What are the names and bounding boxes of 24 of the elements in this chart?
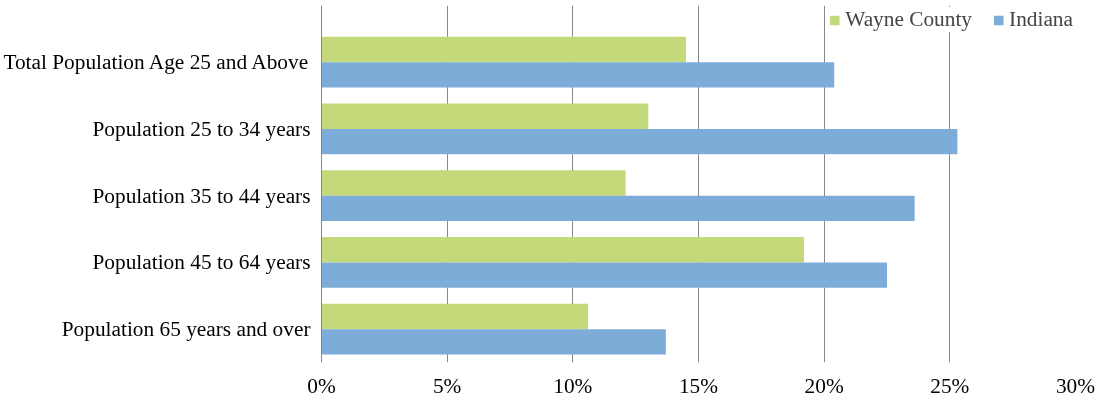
bar [321, 128, 958, 155]
bar [321, 62, 835, 88]
y-tick-label: Population 25 to 34 years [92, 116, 311, 141]
bar [321, 237, 805, 263]
x-tick-label: 10% [553, 373, 593, 398]
x-tick-label: 25% [930, 373, 970, 398]
bar [321, 262, 887, 288]
x-tick-label: 5% [432, 373, 462, 398]
x-tick-label: 30% [1055, 373, 1096, 398]
y-tick-label: Population 35 to 44 years [92, 183, 311, 208]
y-tick-label: Population 45 to 64 years [92, 250, 311, 275]
bar [321, 36, 686, 63]
y-tick-label: Population 65 years and over [61, 317, 311, 342]
bar [321, 329, 666, 355]
x-tick-label: 15% [678, 373, 719, 398]
y-tick-label: Total Population Age 25 and Above [3, 50, 309, 75]
bar [321, 303, 588, 330]
x-tick-label: 0% [307, 373, 336, 398]
x-tick-label: 20% [804, 373, 844, 398]
bar [321, 103, 649, 129]
legend-label: Indiana [1009, 7, 1073, 32]
bar [321, 170, 626, 196]
bar [321, 195, 915, 222]
legend-label: Wayne County [845, 7, 973, 32]
